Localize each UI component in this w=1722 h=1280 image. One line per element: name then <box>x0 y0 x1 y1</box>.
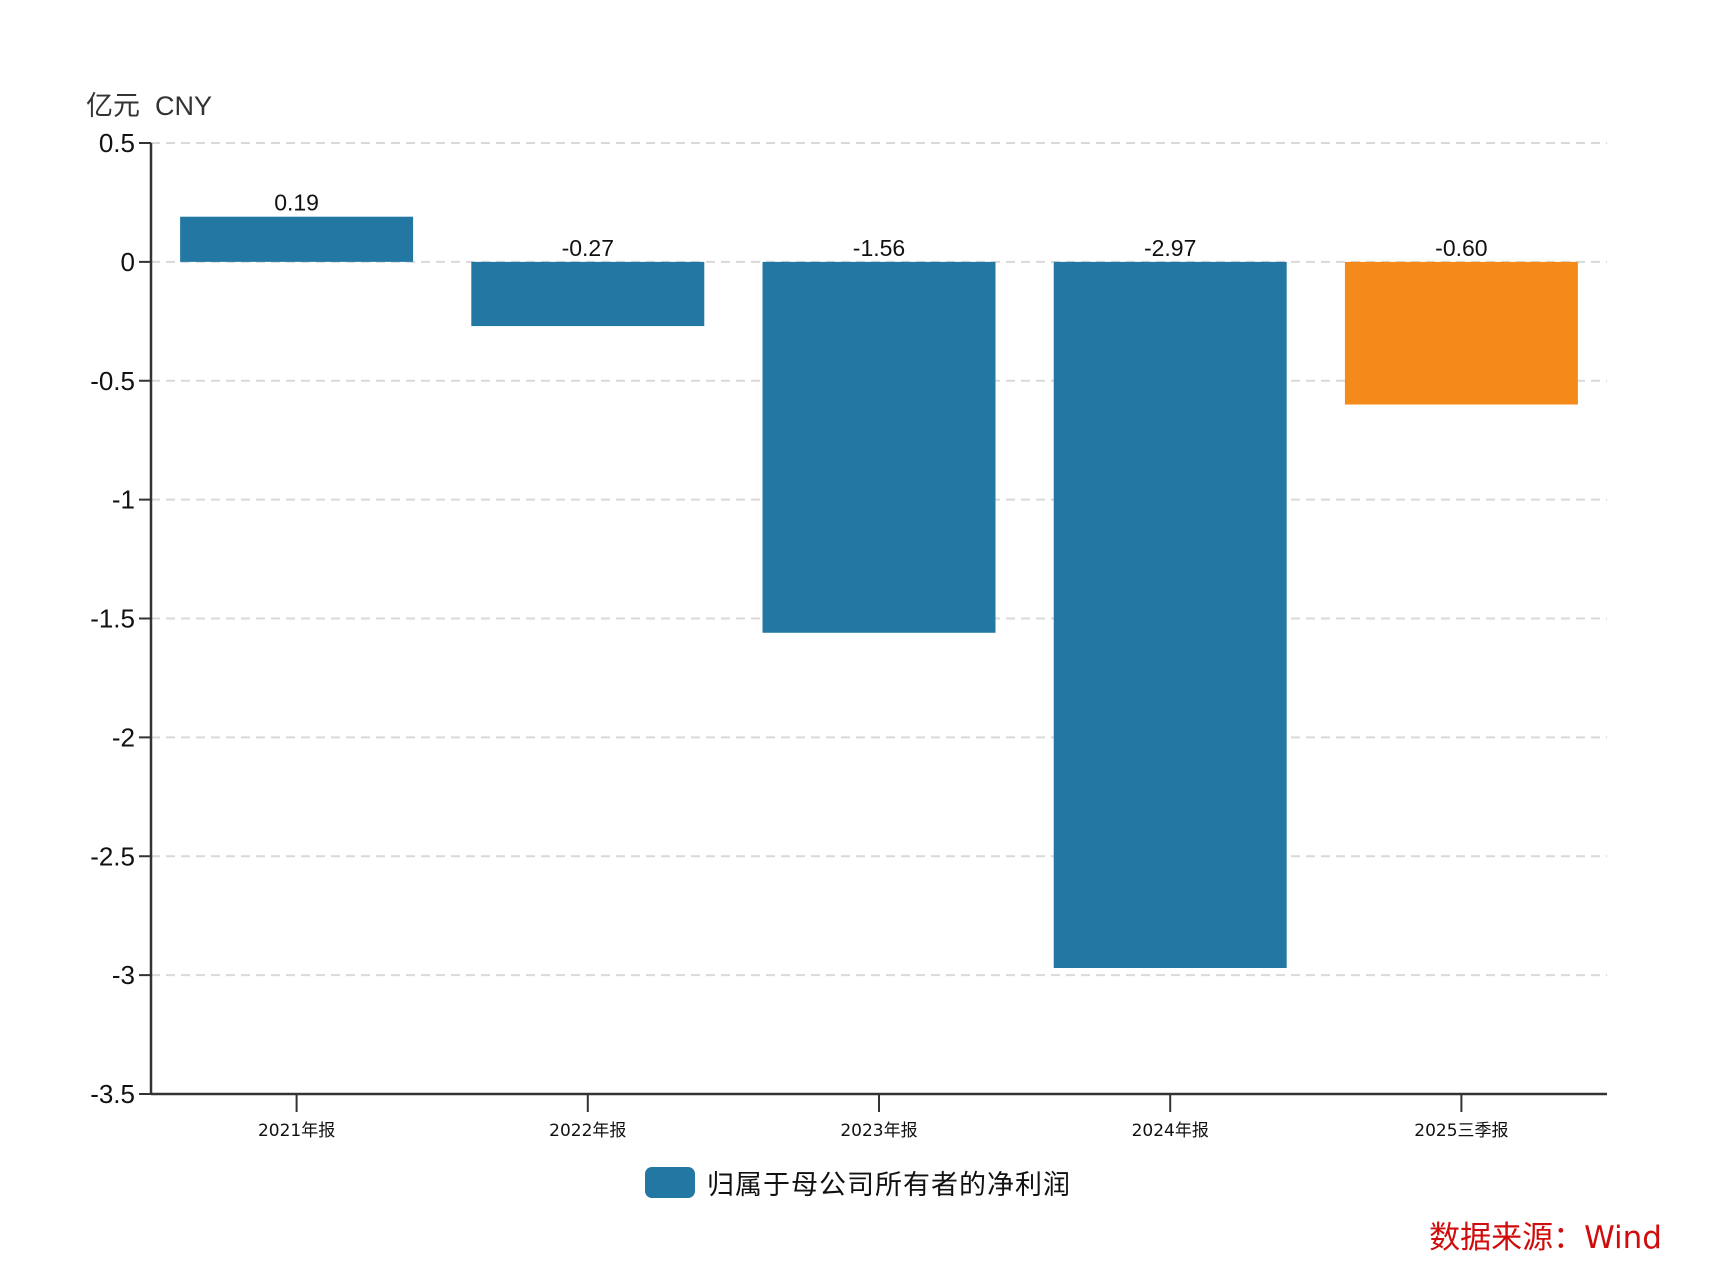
y-tick-label: -1.5 <box>90 604 135 634</box>
bar <box>1053 261 1287 968</box>
bar <box>762 261 996 633</box>
x-tick-label: 2025三季报 <box>1414 1121 1508 1141</box>
y-tick-label: -0.5 <box>90 366 135 396</box>
bar-value-label: 0.19 <box>274 190 319 216</box>
y-tick-label: -1 <box>112 485 135 515</box>
x-tick-label: 2022年报 <box>549 1121 626 1141</box>
bar-value-label: -0.27 <box>562 235 614 261</box>
y-tick-label: -2 <box>112 722 135 752</box>
legend-swatch-icon <box>645 1167 695 1198</box>
y-tick-label: -2.5 <box>90 841 135 871</box>
axes: 0.5 0 -0.5 -1 -1.5 -2 -2.5 -3 -3.5 2021年报 2022年报 20… <box>90 128 1607 1141</box>
bar-value-label: -1.56 <box>853 235 905 261</box>
legend: 归属于母公司所有者的净利润 <box>645 1163 1071 1202</box>
data-source-note: 数据来源：Wind <box>1429 1220 1662 1256</box>
y-tick-label: -3.5 <box>90 1079 135 1109</box>
bar <box>471 261 705 327</box>
y-tick-label: 0.5 <box>99 128 135 158</box>
bar-value-label: -2.97 <box>1144 235 1196 261</box>
bar <box>1344 261 1578 405</box>
bar-value-label: -0.60 <box>1435 235 1487 261</box>
legend-label: 归属于母公司所有者的净利润 <box>707 1170 1071 1201</box>
y-axis-unit-label: 亿元 CNY <box>86 91 213 121</box>
x-tick-label: 2023年报 <box>840 1121 917 1141</box>
x-tick-label: 2024年报 <box>1132 1121 1209 1141</box>
bar <box>180 216 414 262</box>
x-tick-label: 2021年报 <box>258 1121 335 1141</box>
value-labels: 0.19 -0.27 -1.56 -2.97 -0.60 <box>274 190 1487 261</box>
bars <box>180 216 1578 968</box>
y-tick-label: 0 <box>121 247 135 277</box>
y-tick-label: -3 <box>112 960 135 990</box>
